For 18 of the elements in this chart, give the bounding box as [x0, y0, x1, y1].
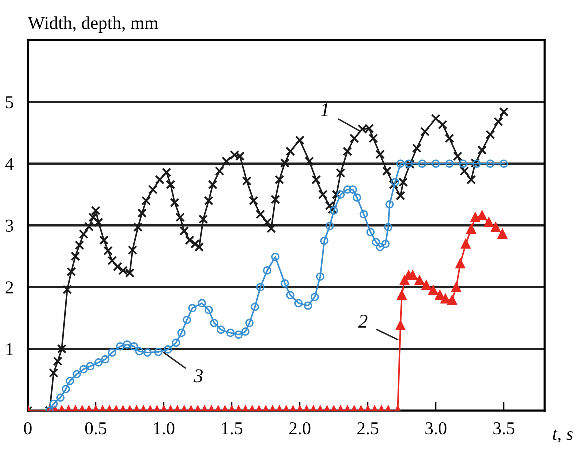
y-tick-label: 3	[6, 220, 14, 232]
y-tick-label: 2	[6, 282, 14, 294]
annotation: 1	[321, 104, 328, 116]
x-tick-label: 1.5	[222, 422, 243, 435]
x-tick-label: 2.5	[358, 422, 379, 435]
y-tick-label: 1	[6, 343, 14, 356]
x-tick-label: 0	[24, 422, 32, 435]
x-tick-label: 3.5	[494, 422, 515, 435]
x-tick-label: 3.0	[426, 422, 447, 435]
x-tick-label: 0.5	[85, 422, 107, 435]
annotation: 3	[194, 370, 203, 383]
annotation: 2	[358, 314, 368, 328]
y-axis-title: Width, depth, mm	[28, 16, 158, 33]
x-tick-label: 1.0	[154, 422, 175, 435]
y-tick-label: 5	[6, 96, 14, 109]
x-axis-title: t, s	[553, 430, 573, 443]
y-tick-label: 4	[5, 158, 14, 170]
x-tick-label: 2.0	[290, 422, 311, 435]
